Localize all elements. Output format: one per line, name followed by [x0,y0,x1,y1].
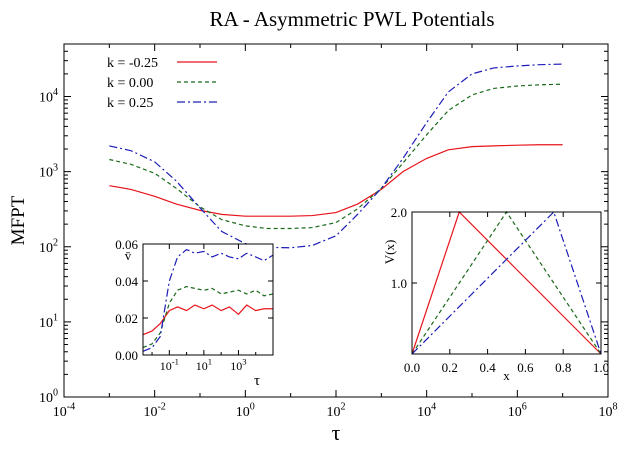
legend: k = -0.25 k = 0.00 k = 0.25 [107,56,217,111]
inset-potential-background [412,212,601,354]
y-axis-label: MFPT [8,195,29,245]
inset-velocity-y-tick-label: 0.00 [115,348,138,363]
inset-potential-y-tick-label: 1.0 [391,276,407,291]
inset-velocity-x-tick-label: 101 [196,357,212,373]
series-line-0 [109,144,563,217]
legend-label: k = 0.25 [107,96,153,111]
inset-potential-x-tick-label: 0.0 [404,360,420,375]
inset-velocity-x-tick-label-base: 10 [230,359,242,373]
series-line-1 [109,83,563,230]
inset-potential-x-tick-label: 0.2 [442,360,458,375]
legend-label: k = 0.00 [107,76,153,91]
x-tick-label: 100 [236,402,255,420]
inset-potential-y-tick-label: 2.0 [391,205,407,220]
legend-label: k = -0.25 [107,56,158,71]
x-tick-label-exponent: 2 [340,402,345,413]
inset-velocity-x-tick-label-exponent: -1 [172,357,179,367]
inset-potential-series-2 [411,210,602,355]
y-tick-label-exponent: 1 [53,313,58,324]
main-series [109,63,563,249]
x-tick-label: 10-4 [53,402,75,420]
inset-potential-y-label: V(x) [382,240,397,265]
inset-potential-x-tick-label: 1.0 [593,360,609,375]
inset-potential-x-label: x [503,368,510,383]
inset-velocity-x-tick-label: 103 [230,357,246,373]
x-tick-label-exponent: 4 [431,402,436,413]
x-tick-label: 104 [417,402,436,420]
inset-velocity-x-tick-label-exponent: 3 [242,357,246,367]
x-tick-label: 10-2 [143,402,165,420]
x-tick-label-base: 10 [508,405,522,420]
y-tick-label-base: 10 [39,241,53,256]
x-tick-label: 106 [508,402,527,420]
inset-velocity-series-0 [142,304,273,336]
x-tick-label-base: 10 [236,405,250,420]
y-tick-label: 101 [39,313,58,331]
inset-velocity-x-tick-label-exponent: 1 [208,357,212,367]
inset-velocity-y-tick-label: 0.02 [115,311,138,326]
x-tick-label-exponent: 8 [612,402,617,413]
y-tick-label: 102 [39,237,58,255]
inset-velocity-series-2 [142,248,274,352]
x-tick-label-exponent: 6 [522,402,527,413]
inset-potential-x-tick-label: 0.8 [555,360,571,375]
y-tick-label-exponent: 2 [53,237,58,248]
inset-velocity-frame [142,243,274,356]
inset-velocity-y-label: v̄ [125,248,132,263]
y-tick-label: 104 [39,87,58,105]
x-tick-label-base: 10 [417,405,431,420]
y-tick-label-base: 10 [39,391,53,406]
inset-potential: 1.0 2.0 0.0 0.2 0.4 0.6 0.8 1.0 V(x) x [382,205,609,383]
inset-velocity-y-tick-label: 0.04 [115,274,138,289]
x-tick-label-exponent: -2 [157,402,165,413]
x-tick-label: 102 [326,402,345,420]
x-tick-label-base: 10 [143,405,157,420]
x-tick-label-base: 10 [326,405,340,420]
inset-velocity-x-tick-label: 10-1 [160,357,179,373]
y-tick-label: 103 [39,162,58,180]
y-tick-label-exponent: 3 [53,162,58,173]
y-tick-label: 100 [39,388,58,406]
x-tick-label: 108 [598,402,617,420]
inset-velocity-background [143,244,273,355]
inset-velocity-x-tick-label-base: 10 [160,359,172,373]
y-tick-label-base: 10 [39,316,53,331]
inset-velocity-y-tick-label: 0.06 [115,237,138,252]
x-tick-label-exponent: -4 [67,402,75,413]
inset-velocity-series-1 [142,285,274,349]
x-axis-label: τ [332,420,341,444]
y-tick-label-base: 10 [39,166,53,181]
inset-velocity-x-tick-label-base: 10 [196,359,208,373]
x-tick-label-exponent: 0 [250,402,255,413]
series-line-2 [109,63,563,249]
inset-potential-x-tick-label: 0.6 [517,360,534,375]
chart-title: RA - Asymmetric PWL Potentials [209,7,494,31]
x-tick-label-base: 10 [53,405,67,420]
y-tick-label-exponent: 4 [53,87,58,98]
y-tick-label-base: 10 [39,91,53,106]
y-tick-label-exponent: 0 [53,388,58,399]
x-tick-label-base: 10 [598,405,612,420]
inset-velocity-x-label: τ [254,373,260,389]
main-plot-frame [63,43,609,398]
inset-potential-x-tick-label: 0.4 [479,360,496,375]
